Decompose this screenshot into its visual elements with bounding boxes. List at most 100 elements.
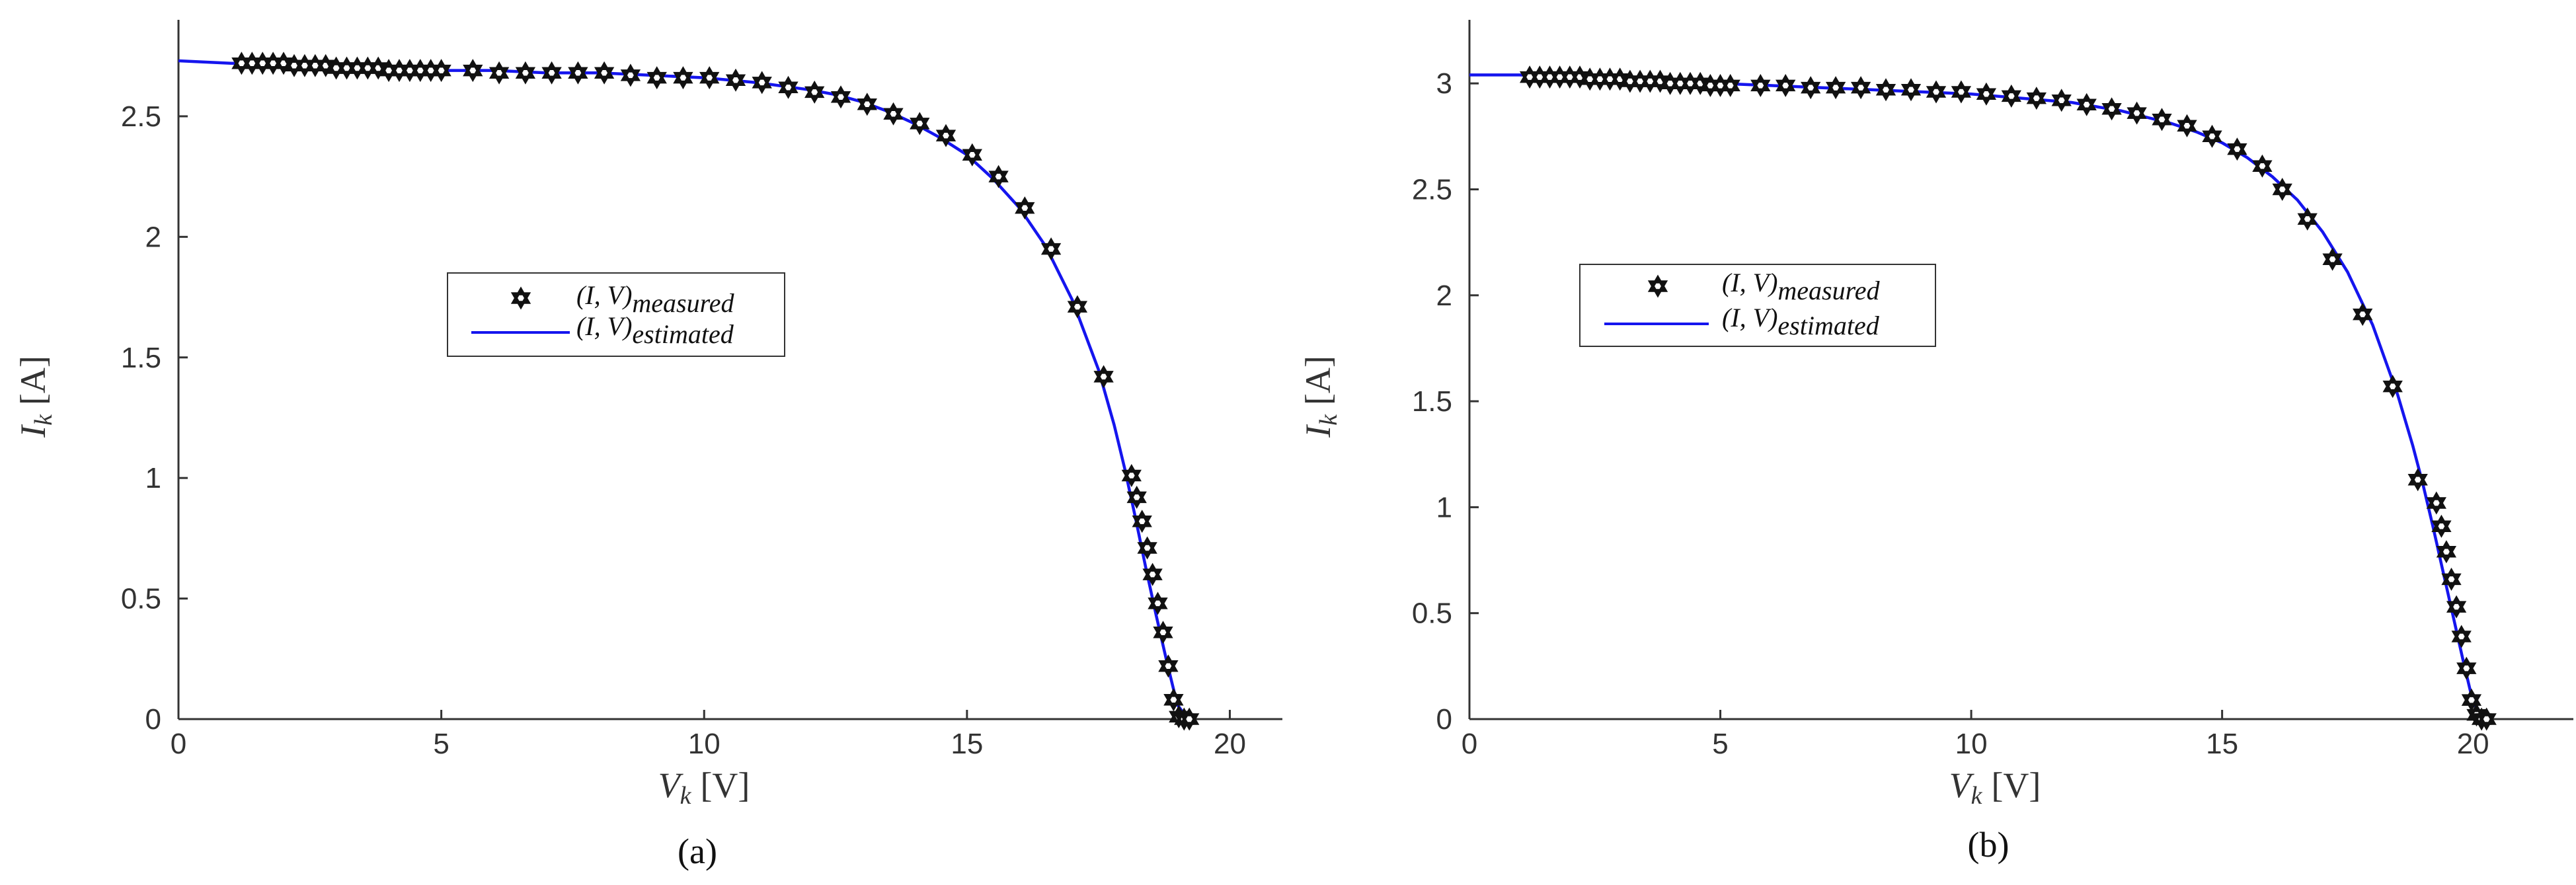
legend-label-main: (I, V) — [576, 280, 632, 310]
y-axis-label: Ik [A] — [1298, 356, 1343, 438]
y-tick-label: 1.5 — [1412, 385, 1452, 418]
axes-frame — [177, 20, 1282, 720]
measured-point — [1854, 79, 1869, 96]
legend-label-sub: estimated — [632, 319, 734, 349]
plot-area — [178, 55, 1196, 728]
measured-point — [1879, 81, 1894, 98]
y-tick-label: 2.5 — [121, 100, 161, 133]
y-tick-label: 0 — [145, 703, 161, 736]
measured-point — [702, 69, 717, 87]
measured-point — [2054, 92, 2069, 109]
y-tick-label: 2 — [1436, 280, 1452, 312]
x-tick-label: 5 — [433, 728, 449, 760]
measured-point — [2004, 87, 2019, 104]
measured-point — [1803, 79, 1818, 96]
y-tick-label: 2.5 — [1412, 173, 1452, 206]
legend-label-estimated: (I, V)estimated — [576, 311, 734, 349]
measured-point — [728, 71, 744, 89]
y-tick-label: 0.5 — [1412, 597, 1452, 630]
measured-point — [570, 64, 586, 81]
x-tick-label: 20 — [2457, 728, 2489, 760]
subplot-b: 0 5 10 15 20 0 0.5 1 1.5 2 2.5 3 Vk [V] I… — [1298, 20, 2573, 865]
legend-box — [447, 272, 785, 357]
measured-point — [965, 146, 980, 163]
x-axis-label-main: V — [658, 765, 684, 805]
measured-point — [1828, 79, 1844, 96]
x-tick-label: 15 — [2206, 728, 2238, 760]
y-tick-label: 0 — [1436, 703, 1452, 736]
plot-area — [1469, 69, 2494, 728]
measured-point — [1161, 658, 1176, 675]
measured-point — [676, 69, 691, 87]
measured-point — [1904, 81, 1919, 98]
measured-point — [807, 83, 822, 100]
measured-point — [2434, 518, 2449, 535]
measured-point — [492, 64, 507, 81]
measured-point — [2355, 306, 2370, 323]
measured-point — [1723, 77, 1738, 94]
x-axis-label-main: V — [1949, 765, 1975, 805]
x-tick-labels: 0 5 10 15 20 — [1462, 728, 2489, 760]
legend-box — [1579, 264, 1936, 347]
legend-label-main: (I, V) — [1722, 268, 1777, 297]
y-tick-label: 1 — [1436, 491, 1452, 523]
x-tick-label: 15 — [951, 728, 983, 760]
measured-point — [886, 105, 901, 122]
measured-point — [2079, 96, 2094, 113]
x-axis-label: Vk [V] — [1949, 765, 2041, 810]
measured-point — [991, 168, 1006, 185]
x-tick-label: 10 — [688, 728, 721, 760]
subplot-caption: (b) — [1968, 825, 2010, 865]
measured-point — [2459, 660, 2474, 677]
y-axis-label-unit: [A] — [13, 356, 53, 405]
legend-label-main: (I, V) — [1722, 303, 1777, 332]
measured-point — [2325, 250, 2340, 268]
measured-point — [939, 127, 954, 144]
x-axis-label-unit: [V] — [700, 765, 750, 805]
measured-point — [1778, 77, 1793, 94]
y-tick-labels: 0 0.5 1 1.5 2 2.5 3 — [1412, 67, 1452, 736]
x-tick-label: 0 — [1462, 728, 1477, 760]
x-tick-label: 5 — [1712, 728, 1728, 760]
measured-point — [518, 64, 533, 81]
x-tick-label: 0 — [171, 728, 186, 760]
y-axis-label-main: I — [13, 424, 53, 438]
measured-point — [1929, 83, 1944, 100]
measured-point — [1044, 241, 1059, 258]
y-tick-label: 1 — [145, 462, 161, 494]
y-tick-labels: 0 0.5 1 1.5 2 2.5 — [121, 100, 161, 736]
estimated-curve — [1469, 73, 2493, 721]
measured-point — [2205, 128, 2220, 145]
measured-point — [1017, 200, 1033, 217]
subplot-a: 0 5 10 15 20 0 0.5 1 1.5 2 2.5 Vk [V] Ik[… — [13, 20, 1282, 871]
measured-point — [544, 64, 559, 81]
measured-point — [434, 62, 449, 79]
measured-point — [597, 64, 612, 81]
measured-point — [1753, 77, 1768, 94]
measured-point — [2104, 100, 2119, 118]
measured-point — [2154, 111, 2169, 128]
measured-point — [2300, 210, 2315, 227]
y-axis-label-sub: k — [30, 414, 58, 426]
y-axis-label-sub: k — [1315, 414, 1343, 426]
axes-frame — [1468, 20, 2573, 720]
y-axis-label-main: I — [1298, 424, 1338, 438]
legend-label-main: (I, V) — [576, 311, 632, 341]
measured-point — [2429, 494, 2444, 512]
measured-point — [623, 67, 639, 84]
subplot-caption: (a) — [678, 831, 717, 871]
measured-point — [1954, 83, 1969, 100]
measured-point — [860, 96, 875, 113]
measured-point — [649, 69, 664, 87]
measured-point — [465, 62, 481, 79]
x-axis-label-sub: k — [680, 782, 692, 810]
x-axis-label-unit: [V] — [1991, 765, 2041, 805]
measured-point — [2029, 90, 2045, 107]
y-tick-label: 1.5 — [121, 342, 161, 374]
measured-point — [2275, 181, 2290, 198]
legend: (I, V)measured (I, V)estimated — [447, 272, 785, 357]
x-tick-label: 20 — [1214, 728, 1246, 760]
x-axis-label: Vk [V] — [658, 765, 750, 810]
x-tick-labels: 0 5 10 15 20 — [171, 728, 1246, 760]
